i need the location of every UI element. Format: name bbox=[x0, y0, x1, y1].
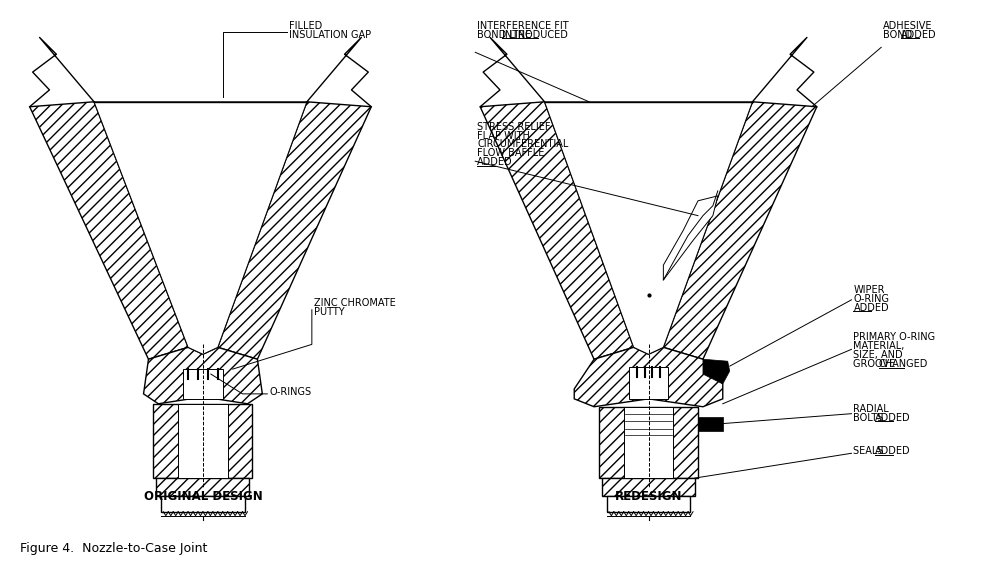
Polygon shape bbox=[30, 102, 188, 359]
Text: FLAP WITH: FLAP WITH bbox=[477, 131, 530, 141]
Polygon shape bbox=[623, 406, 673, 478]
Text: INTRODUCED: INTRODUCED bbox=[502, 29, 569, 39]
Polygon shape bbox=[143, 347, 262, 404]
Text: O-RING: O-RING bbox=[854, 294, 889, 304]
Polygon shape bbox=[94, 102, 307, 354]
Text: PRIMARY O-RING: PRIMARY O-RING bbox=[854, 333, 935, 342]
Polygon shape bbox=[663, 102, 817, 359]
Text: ADDED: ADDED bbox=[854, 303, 889, 313]
Text: INSULATION GAP: INSULATION GAP bbox=[289, 29, 372, 39]
Polygon shape bbox=[703, 359, 730, 384]
Polygon shape bbox=[575, 347, 723, 406]
Text: CIRCUMFERENTIAL: CIRCUMFERENTIAL bbox=[477, 140, 569, 149]
Text: SIZE, AND: SIZE, AND bbox=[854, 350, 903, 360]
Text: ADDED: ADDED bbox=[875, 446, 910, 457]
Text: GROOVE: GROOVE bbox=[854, 359, 898, 369]
Polygon shape bbox=[178, 404, 228, 478]
Text: SEALS: SEALS bbox=[854, 446, 887, 457]
Text: Figure 4.  Nozzle-to-Case Joint: Figure 4. Nozzle-to-Case Joint bbox=[20, 542, 207, 556]
Text: ADDED: ADDED bbox=[477, 157, 513, 167]
Polygon shape bbox=[161, 496, 245, 512]
Polygon shape bbox=[218, 102, 372, 359]
Polygon shape bbox=[480, 102, 633, 359]
Text: O-RINGS: O-RINGS bbox=[269, 387, 312, 397]
Text: INTERFERENCE FIT: INTERFERENCE FIT bbox=[477, 21, 569, 30]
Text: BOND LINE: BOND LINE bbox=[477, 29, 535, 39]
Polygon shape bbox=[545, 102, 752, 354]
Text: ADDED: ADDED bbox=[901, 29, 937, 39]
Text: ORIGINAL DESIGN: ORIGINAL DESIGN bbox=[143, 490, 262, 503]
Text: WIPER: WIPER bbox=[854, 285, 885, 295]
Polygon shape bbox=[153, 404, 252, 478]
Text: ADHESIVE: ADHESIVE bbox=[883, 21, 932, 30]
Polygon shape bbox=[599, 406, 698, 478]
Text: BOLTS: BOLTS bbox=[854, 413, 887, 423]
Polygon shape bbox=[628, 367, 668, 399]
Text: FILLED: FILLED bbox=[289, 21, 323, 30]
Polygon shape bbox=[698, 417, 723, 431]
Polygon shape bbox=[602, 478, 695, 496]
Polygon shape bbox=[663, 196, 718, 280]
Text: RADIAL: RADIAL bbox=[854, 404, 889, 414]
Text: ADDED: ADDED bbox=[875, 413, 910, 423]
Text: REDESIGN: REDESIGN bbox=[615, 490, 682, 503]
Text: FLOW BAFFLE: FLOW BAFFLE bbox=[477, 148, 545, 158]
Polygon shape bbox=[607, 496, 690, 512]
Text: CHANGED: CHANGED bbox=[878, 359, 928, 369]
Text: BOND: BOND bbox=[883, 29, 915, 39]
Text: MATERIAL,: MATERIAL, bbox=[854, 341, 904, 351]
Text: STRESS RELIEF: STRESS RELIEF bbox=[477, 122, 551, 132]
Polygon shape bbox=[183, 369, 223, 399]
Text: PUTTY: PUTTY bbox=[314, 307, 345, 317]
Text: ZINC CHROMATE: ZINC CHROMATE bbox=[314, 298, 395, 308]
Polygon shape bbox=[156, 478, 249, 496]
